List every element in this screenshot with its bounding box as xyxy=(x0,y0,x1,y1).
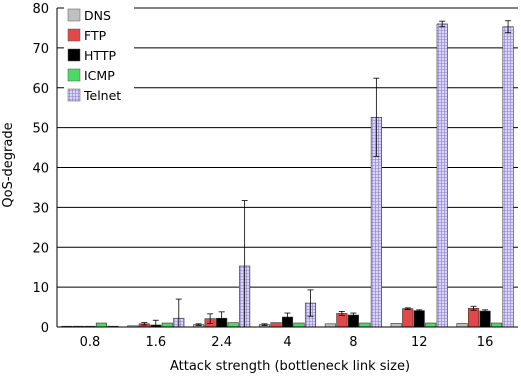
bar-telnet xyxy=(436,23,448,328)
error-bar-telnet xyxy=(505,20,512,34)
legend-swatch-dns xyxy=(67,8,81,22)
error-bar-telnet xyxy=(373,77,380,157)
legend-swatch-ftp xyxy=(67,28,81,42)
legend: DNS FTP HTTP ICMP Telnet xyxy=(64,7,134,109)
error-bar-http xyxy=(416,309,423,312)
bar-ftp xyxy=(468,307,480,328)
legend-label-icmp: ICMP xyxy=(84,68,115,83)
x-tick-label: 8 xyxy=(349,335,357,350)
bar-http xyxy=(413,310,425,328)
y-tick-label: 10 xyxy=(32,281,49,296)
legend-swatch-icmp xyxy=(67,68,81,82)
y-tick-label: 70 xyxy=(32,42,49,57)
x-tick-label: 4 xyxy=(283,335,291,350)
y-tick-label: 50 xyxy=(32,122,49,137)
legend-label-ftp: FTP xyxy=(84,28,107,43)
x-tick-label: 2.4 xyxy=(211,335,232,350)
error-bar-dns xyxy=(195,323,202,326)
bar-icmp xyxy=(95,322,107,328)
error-bars xyxy=(141,20,512,328)
x-tick-label: 12 xyxy=(411,335,428,350)
bar-ftp xyxy=(270,322,282,328)
error-bar-ftp xyxy=(470,305,477,311)
tick-labels: 0 10 20 30 40 50 60 70 80 0.8 1.6 2.4 4 8 12 16 xyxy=(32,2,493,350)
error-bar-ftp xyxy=(338,311,345,316)
error-bar-ftp xyxy=(207,313,214,324)
error-bar-http xyxy=(218,311,225,326)
bar-icmp xyxy=(491,322,503,328)
bar-icmp xyxy=(425,322,437,328)
bar-http xyxy=(479,310,491,328)
y-tick-label: 80 xyxy=(32,2,49,17)
y-tick-label: 0 xyxy=(41,321,49,336)
error-bar-ftp xyxy=(404,307,411,310)
legend-label-http: HTTP xyxy=(84,48,116,63)
bar-icmp xyxy=(293,322,305,328)
bar-dns xyxy=(456,323,468,328)
y-tick-label: 60 xyxy=(32,82,49,97)
legend-swatch-telnet xyxy=(67,88,81,102)
bar-icmp xyxy=(161,322,173,328)
bar-icmp xyxy=(227,322,239,328)
error-bar-http xyxy=(482,309,489,313)
error-bar-ftp xyxy=(141,322,148,326)
bar-telnet xyxy=(502,26,514,328)
y-axis-label: QoS-degrade xyxy=(1,122,16,207)
bar-dns xyxy=(390,323,402,328)
x-tick-label: 0.8 xyxy=(80,335,101,350)
x-tick-label: 1.6 xyxy=(145,335,166,350)
x-tick-label: 16 xyxy=(477,335,494,350)
y-tick-label: 20 xyxy=(32,241,49,256)
legend-swatch-http xyxy=(67,48,81,62)
bar-ftp xyxy=(402,308,414,328)
legend-label-dns: DNS xyxy=(84,8,111,23)
y-tick-label: 40 xyxy=(32,162,49,177)
y-tick-label: 30 xyxy=(32,201,49,216)
legend-label-telnet: Telnet xyxy=(83,88,121,103)
error-bar-http xyxy=(350,312,357,318)
x-axis-label: Attack strength (bottleneck link size) xyxy=(170,359,410,374)
axes xyxy=(56,8,518,328)
error-bar-http xyxy=(284,312,291,322)
bar-icmp xyxy=(359,322,371,328)
error-bar-telnet xyxy=(439,20,446,28)
error-bar-telnet xyxy=(307,289,314,317)
error-bar-dns xyxy=(261,323,268,326)
